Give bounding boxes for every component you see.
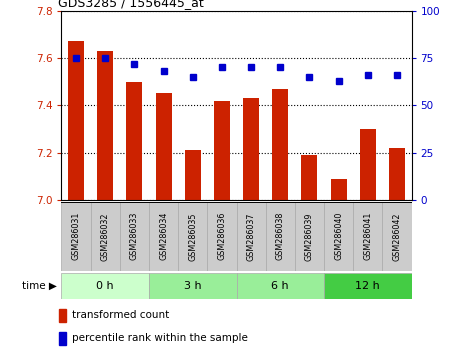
Bar	[324, 273, 412, 299]
Text: 6 h: 6 h	[272, 281, 289, 291]
Text: percentile rank within the sample: percentile rank within the sample	[72, 333, 248, 343]
Bar	[236, 202, 266, 271]
Bar	[382, 202, 412, 271]
Bar	[360, 129, 376, 200]
Bar	[149, 202, 178, 271]
Bar	[61, 273, 149, 299]
Text: GSM286037: GSM286037	[246, 212, 255, 261]
Text: GSM286033: GSM286033	[130, 212, 139, 261]
Bar	[120, 202, 149, 271]
Bar	[301, 155, 317, 200]
Bar	[243, 98, 259, 200]
Bar	[272, 89, 288, 200]
Bar	[68, 41, 84, 200]
Bar	[295, 202, 324, 271]
Text: time ▶: time ▶	[22, 281, 57, 291]
Text: 0 h: 0 h	[96, 281, 114, 291]
Text: GSM286042: GSM286042	[393, 212, 402, 261]
Bar	[266, 202, 295, 271]
Text: GSM286035: GSM286035	[188, 212, 197, 261]
Text: transformed count: transformed count	[72, 310, 169, 320]
Text: GSM286032: GSM286032	[101, 212, 110, 261]
Bar	[97, 51, 113, 200]
Text: GSM286036: GSM286036	[218, 212, 227, 261]
Bar	[156, 93, 172, 200]
Bar	[59, 332, 66, 345]
Bar	[126, 82, 142, 200]
Bar	[236, 273, 324, 299]
Bar	[324, 202, 353, 271]
Text: GSM286041: GSM286041	[363, 212, 372, 261]
Bar	[353, 202, 382, 271]
Bar	[178, 202, 207, 271]
Text: GSM286039: GSM286039	[305, 212, 314, 261]
Text: GSM286040: GSM286040	[334, 212, 343, 261]
Bar	[214, 101, 230, 200]
Bar	[185, 150, 201, 200]
Text: 3 h: 3 h	[184, 281, 201, 291]
Text: 12 h: 12 h	[355, 281, 380, 291]
Text: GSM286034: GSM286034	[159, 212, 168, 261]
Bar	[331, 179, 347, 200]
Text: GSM286038: GSM286038	[276, 212, 285, 261]
Bar	[207, 202, 236, 271]
Bar	[389, 148, 405, 200]
Text: GDS3285 / 1556445_at: GDS3285 / 1556445_at	[58, 0, 204, 10]
Bar	[59, 309, 66, 322]
Bar	[61, 202, 91, 271]
Bar	[149, 273, 236, 299]
Text: GSM286031: GSM286031	[71, 212, 80, 261]
Bar	[91, 202, 120, 271]
